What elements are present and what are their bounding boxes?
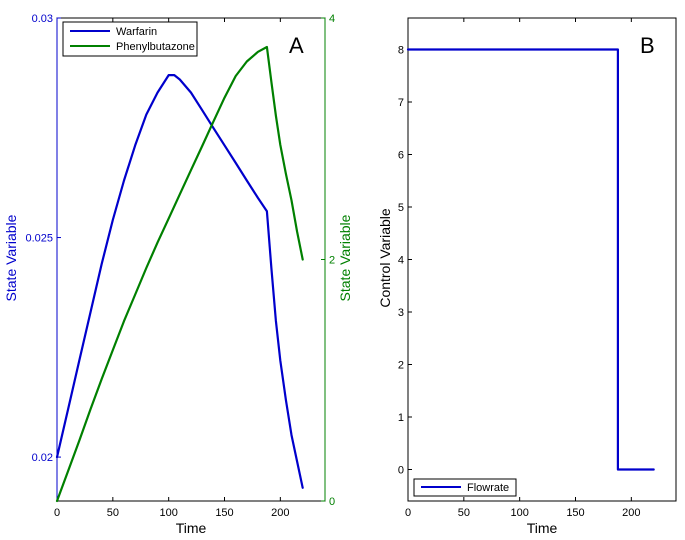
panel-a-x-tick-label-100: 100 bbox=[159, 507, 177, 519]
panel-a-x-tick-label-50: 50 bbox=[107, 507, 119, 519]
panel-b-x-ticks: 0 50 100 150 200 bbox=[405, 18, 641, 519]
panel-a-label: A bbox=[289, 33, 304, 58]
panel-a-series-line-warfarin bbox=[55, 73, 304, 489]
legend-label-flowrate: Flowrate bbox=[467, 482, 509, 494]
panel-b-x-tick-label-200: 200 bbox=[622, 507, 640, 519]
panel-b-series-line-flowrate bbox=[406, 48, 655, 471]
panel-a-x-ticks: 0 50 100 150 200 bbox=[54, 18, 290, 519]
panel-b-x-tick-label-0: 0 bbox=[405, 507, 411, 519]
panel-a-legend-box bbox=[62, 21, 198, 57]
panel-a: 0 50 100 150 200 0.02 0.025 0.03 0 2 4 Time Stat… bbox=[3, 13, 353, 536]
panel-b-series bbox=[406, 48, 655, 471]
panel-b-x-tick-label-100: 100 bbox=[510, 507, 528, 519]
panel-b-x-axis-label: Time bbox=[527, 520, 558, 536]
legend-label-phenylbutazone: Phenylbutazone bbox=[116, 41, 195, 53]
panel-a-x-tick-label-200: 200 bbox=[271, 507, 289, 519]
panel-a-right-y-axis-label: State Variable bbox=[337, 214, 353, 301]
panel-a-left-y-ticks: 0.02 0.025 0.03 bbox=[25, 13, 61, 501]
panel-b-x-tick-label-50: 50 bbox=[458, 507, 470, 519]
panel-a-series-line-phenylbutazone bbox=[55, 45, 304, 503]
panel-b-legend: Flowrate bbox=[413, 478, 517, 497]
panel-a-right-y-tick-label-2: 2 bbox=[329, 255, 335, 267]
panel-a-right-y-tick-label-0: 0 bbox=[329, 496, 335, 508]
panel-b-y-tick-label-4: 4 bbox=[398, 255, 404, 267]
panel-b-y-tick-label-7: 7 bbox=[398, 97, 404, 109]
panel-a-plot-area bbox=[56, 17, 326, 502]
panel-b-y-tick-label-5: 5 bbox=[398, 202, 404, 214]
panel-a-legend: Warfarin Phenylbutazone bbox=[62, 21, 198, 57]
panel-b-y-tick-label-2: 2 bbox=[398, 360, 404, 372]
panel-b-y-tick-label-1: 1 bbox=[398, 412, 404, 424]
panel-a-left-y-tick-label-0-03: 0.03 bbox=[32, 13, 53, 25]
panel-b-y-tick-label-8: 8 bbox=[398, 45, 404, 57]
panel-b-x-tick-label-150: 150 bbox=[566, 507, 584, 519]
panel-a-x-tick-label-150: 150 bbox=[215, 507, 233, 519]
panel-a-x-axis-label: Time bbox=[176, 520, 207, 536]
panel-b-y-axis-label: Control Variable bbox=[377, 208, 393, 308]
panel-b-y-tick-label-0: 0 bbox=[398, 465, 404, 477]
panel-b-y-ticks: 0 1 2 3 4 5 6 7 8 bbox=[398, 45, 412, 477]
panel-a-right-y-tick-label-4: 4 bbox=[329, 13, 335, 25]
panel-a-x-tick-label-0: 0 bbox=[54, 507, 60, 519]
panel-b-label: B bbox=[640, 33, 655, 58]
panel-b-plot-area bbox=[407, 17, 677, 502]
panel-a-left-y-tick-label-0-025: 0.025 bbox=[25, 233, 53, 245]
panel-b-legend-box bbox=[413, 478, 517, 497]
panel-a-right-y-ticks: 0 2 4 bbox=[321, 13, 335, 508]
panel-a-left-y-axis-label: State Variable bbox=[3, 214, 19, 301]
panel-a-series bbox=[55, 45, 304, 503]
panel-a-left-y-tick-label-0-02: 0.02 bbox=[32, 452, 53, 464]
legend-label-warfarin: Warfarin bbox=[116, 26, 157, 38]
panel-b-y-tick-label-3: 3 bbox=[398, 307, 404, 319]
panel-b-y-tick-label-6: 6 bbox=[398, 150, 404, 162]
panel-b: 0 50 100 150 200 0 1 2 3 4 5 6 7 8 Time Control Vari… bbox=[377, 17, 677, 536]
